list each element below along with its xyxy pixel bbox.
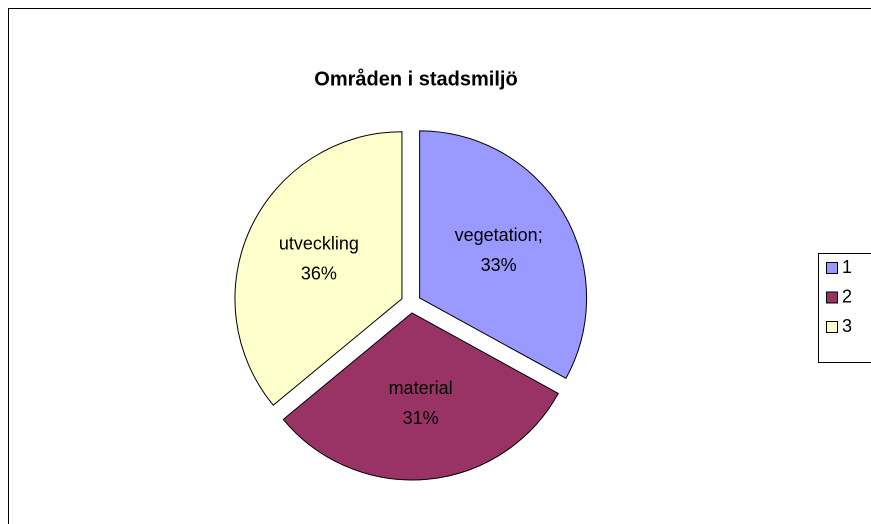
slice-label: vegetation; [455,225,543,245]
chart-title: Områden i stadsmiljö [314,67,517,90]
legend-label: 3 [842,316,852,336]
legend-swatch [826,321,838,333]
pie-slice [419,130,588,380]
legend-label: 2 [842,286,852,306]
slice-label: material [389,378,453,398]
pie-slice [234,131,403,406]
pie-slice [282,312,559,481]
legend-label: 1 [842,257,852,277]
slice-value-label: 31% [403,408,439,428]
slice-value-label: 36% [301,263,337,283]
slice-value-label: 33% [481,255,517,275]
legend-swatch [826,262,838,274]
slice-label: utveckling [279,233,359,253]
legend-swatch [826,291,838,304]
